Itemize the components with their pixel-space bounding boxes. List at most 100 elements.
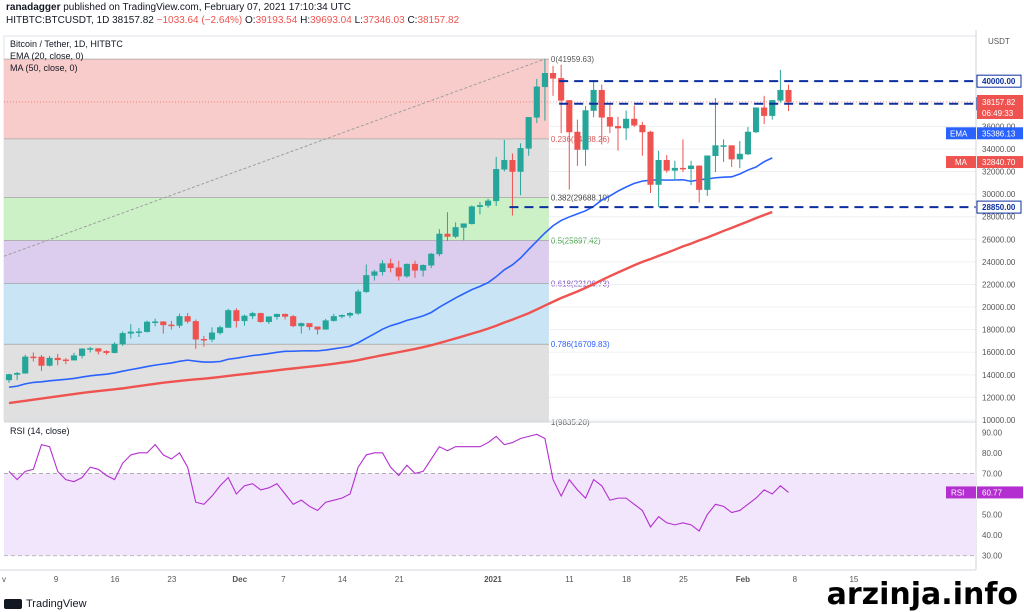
- candle-body: [476, 205, 484, 207]
- candle-body: [355, 291, 362, 314]
- price-tick-label: 14000.00: [982, 371, 1016, 380]
- candle-body: [200, 338, 207, 341]
- candle-body: [265, 316, 272, 322]
- candle-body: [785, 90, 792, 103]
- candle-body: [647, 131, 654, 185]
- candle-body: [468, 206, 475, 224]
- candle-body: [111, 343, 118, 353]
- candle-body: [509, 159, 516, 172]
- candle-body: [54, 357, 61, 361]
- price-tick-label: 20000.00: [982, 303, 1016, 312]
- fib-zone: [4, 240, 549, 284]
- candle-body: [290, 316, 297, 327]
- rsi-tick-label: 70.00: [982, 469, 1003, 478]
- o-label: O:: [245, 15, 256, 26]
- time-tick-label: Dec: [232, 575, 247, 584]
- author-name[interactable]: ranadagger: [6, 2, 61, 13]
- candle-body: [558, 78, 565, 101]
- rsi-line: [8, 433, 789, 532]
- candle-body: [387, 263, 394, 269]
- candle-body: [720, 145, 727, 147]
- candle-body: [541, 73, 548, 88]
- tradingview-logo[interactable]: TradingView: [4, 598, 87, 610]
- rsi-name-tag: [946, 486, 976, 499]
- candle-body: [696, 165, 703, 190]
- candle-body: [549, 73, 557, 79]
- candle-body: [769, 100, 776, 116]
- candle-body: [160, 321, 167, 326]
- chart-canvas[interactable]: 0(41959.63)0.236(34888.26)0.382(29688.10…: [0, 30, 1024, 612]
- level-tag-label: 28850.00: [982, 203, 1016, 212]
- candle-body: [273, 313, 281, 317]
- candle-body: [574, 131, 581, 150]
- published-text: published on TradingView.com, February 0…: [63, 2, 352, 13]
- trendline: [3, 58, 546, 257]
- candle-body: [233, 310, 240, 322]
- indicator-name: EMA: [950, 129, 968, 138]
- candle-body: [614, 126, 622, 129]
- time-tick-label: 23: [167, 575, 176, 584]
- time-tick-label: 15: [849, 575, 858, 584]
- price-tick-label: 30000.00: [982, 190, 1016, 199]
- candle-body: [501, 159, 508, 170]
- candle-body: [436, 233, 443, 255]
- candle-body: [485, 200, 492, 206]
- candle-body: [79, 348, 86, 356]
- last-price-tag: [977, 94, 1023, 119]
- candle-body: [62, 359, 69, 362]
- l-label: L:: [354, 15, 363, 26]
- fib-label: 0(41959.63): [551, 55, 594, 64]
- price-change: −1033.64 (−2.64%): [156, 15, 243, 26]
- tradingview-logo-icon: [4, 599, 22, 609]
- currency-label: USDT: [988, 37, 1010, 46]
- level-tag: [976, 200, 1022, 214]
- price-tick-label: 16000.00: [982, 348, 1016, 357]
- candle-body: [403, 263, 410, 277]
- indicator-value-tag: [977, 156, 1023, 169]
- candle-body: [411, 263, 419, 271]
- rsi-value-tag: [977, 486, 1023, 499]
- time-tick-label: v: [2, 575, 6, 584]
- candle-body: [420, 265, 427, 271]
- candle-body: [127, 331, 134, 334]
- price-tick-label: 36000.00: [982, 122, 1016, 131]
- candle-body: [679, 167, 687, 170]
- tradingview-brand: TradingView: [26, 598, 87, 610]
- candle-body: [249, 313, 256, 317]
- candle-body: [371, 271, 378, 276]
- price-tick-label: 22000.00: [982, 280, 1016, 289]
- h-label: H:: [300, 15, 311, 26]
- c-label: C:: [407, 15, 418, 26]
- candle-body: [241, 315, 248, 322]
- countdown-label: 06:49:33: [982, 109, 1014, 118]
- indicator-name: MA: [955, 158, 968, 167]
- candle-body: [103, 351, 110, 353]
- candle-body: [663, 159, 670, 171]
- ema-20-line: [8, 157, 773, 389]
- candle-body: [346, 313, 354, 316]
- price-tick-label: 28000.00: [982, 213, 1016, 222]
- candle-body: [192, 321, 199, 340]
- candle-body: [744, 131, 751, 155]
- level-tag-label: 40000.00: [982, 77, 1016, 86]
- candle-body: [298, 323, 305, 327]
- indicator-name-tag: [946, 156, 976, 169]
- candle-body: [688, 165, 695, 169]
- level-tag: [976, 74, 1022, 88]
- candle-body: [152, 321, 159, 323]
- candle-body: [493, 169, 500, 202]
- candle-body: [752, 107, 760, 133]
- ma-50-line: [8, 210, 773, 405]
- time-tick-label: Feb: [736, 575, 750, 584]
- candle-body: [38, 356, 45, 366]
- candle-body: [119, 333, 126, 345]
- time-tick-label: 7: [281, 575, 286, 584]
- rsi-tick-label: 30.00: [982, 552, 1003, 561]
- candle-body: [517, 148, 524, 172]
- indicator-value: 32840.70: [982, 158, 1016, 167]
- candle-body: [639, 124, 646, 133]
- candle-body: [655, 159, 662, 185]
- fib-zone: [4, 59, 549, 139]
- fib-label: 0.618(22106.73): [551, 279, 610, 288]
- last-price-tag-label: 38157.82: [982, 98, 1016, 107]
